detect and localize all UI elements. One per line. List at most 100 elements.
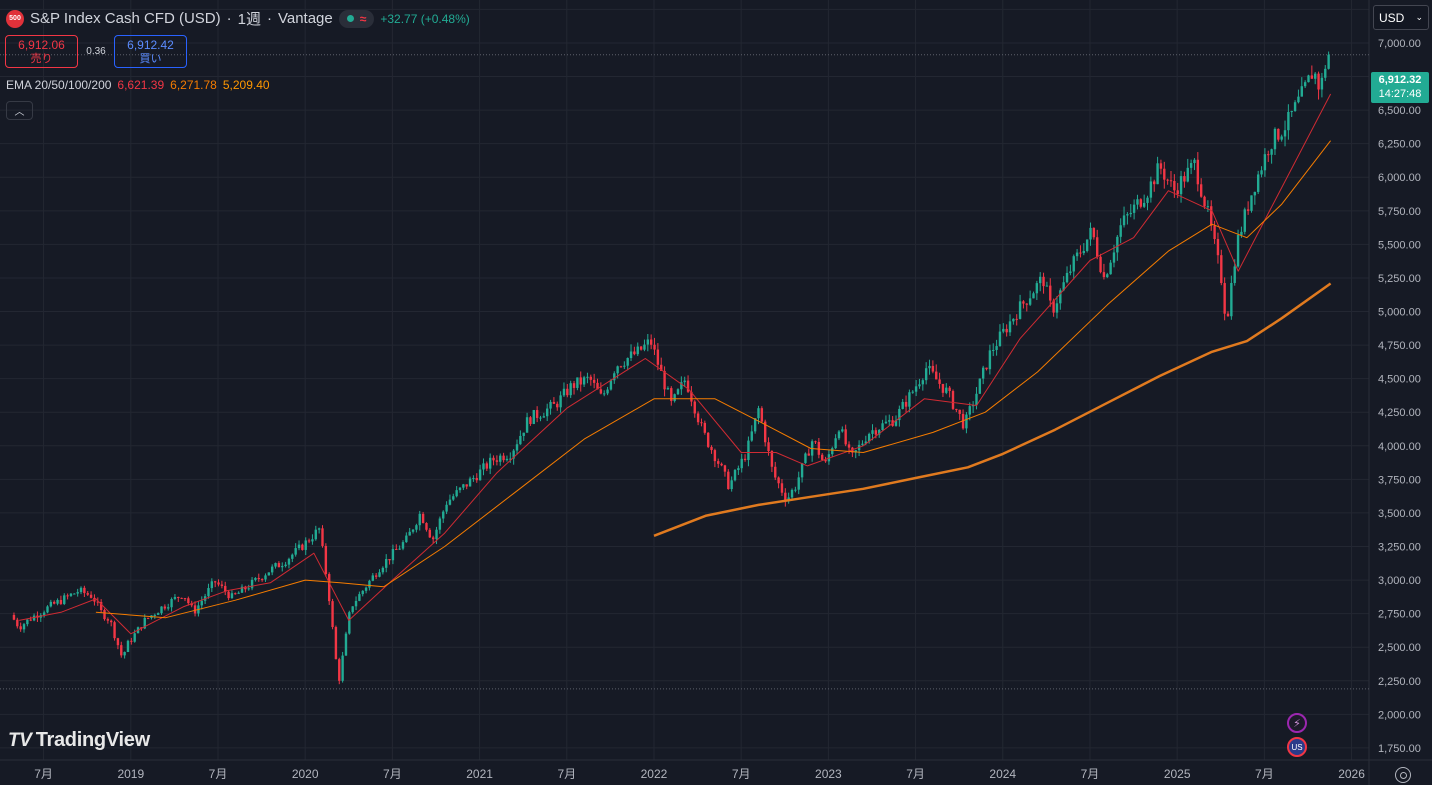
sell-button[interactable]: 6,912.06 売り — [5, 35, 78, 68]
candle-body — [270, 566, 274, 573]
x-tick-label: 7月 — [34, 767, 53, 781]
candle-body — [706, 432, 710, 447]
market-open-dot-icon — [346, 15, 354, 22]
candle-body — [800, 463, 804, 478]
candle-body — [177, 597, 180, 599]
tradingview-brand: TradingView — [35, 729, 150, 751]
candle-body — [63, 595, 66, 604]
candle-body — [904, 401, 908, 407]
candle-body — [1079, 252, 1082, 254]
broker-label[interactable]: Vantage — [277, 10, 333, 27]
candle-body — [163, 606, 167, 609]
candle-body — [1055, 303, 1059, 313]
us-flag-icon[interactable]: US — [1287, 737, 1307, 757]
currency-select[interactable]: USD ⌄ — [1373, 5, 1429, 30]
collapse-legend-button[interactable]: ︿ — [6, 101, 33, 120]
candle-body — [683, 380, 686, 383]
y-tick-label: 6,250.00 — [1378, 139, 1421, 151]
candle-body — [1324, 68, 1327, 78]
candle-body — [378, 572, 381, 577]
y-tick-label: 5,750.00 — [1378, 206, 1421, 218]
candle-body — [324, 545, 328, 575]
candle-body — [311, 539, 314, 542]
candle-body — [334, 627, 338, 660]
spread-value: 0.36 — [86, 46, 106, 57]
candle-body — [552, 401, 556, 404]
x-tick-label: 7月 — [1081, 767, 1100, 781]
candle-body — [1297, 96, 1300, 103]
candle-body — [841, 429, 844, 432]
candle-body — [794, 489, 797, 491]
candle-body — [224, 585, 227, 592]
candle-body — [1072, 256, 1075, 272]
candle-body — [884, 421, 888, 424]
candle-body — [539, 417, 542, 419]
symbol-header: 500 S&P Index Cash CFD (USD) · 1週 · Vant… — [6, 8, 470, 29]
candle-body — [1096, 237, 1099, 257]
candle-body — [116, 638, 120, 646]
candle-body — [49, 601, 53, 607]
candle-body — [1156, 163, 1159, 185]
currency-value: USD — [1379, 10, 1405, 25]
candle-body — [1183, 176, 1186, 182]
candle-body — [1089, 227, 1092, 240]
candle-body — [609, 380, 613, 390]
candle-body — [1260, 170, 1263, 175]
candle-body — [515, 444, 519, 451]
y-tick-label: 1,750.00 — [1378, 743, 1421, 755]
x-tick-label: 7月 — [557, 767, 576, 781]
candle-body — [284, 564, 287, 567]
candle-body — [757, 408, 760, 419]
settings-icon[interactable] — [1395, 767, 1411, 783]
x-tick-label: 2023 — [815, 767, 842, 781]
candle-body — [472, 477, 475, 479]
candle-body — [955, 408, 958, 410]
candle-body — [1142, 202, 1146, 207]
event-bolt-icon[interactable]: ⚡ — [1287, 713, 1307, 733]
candle-body — [680, 382, 683, 390]
candle-body — [1092, 227, 1096, 238]
candle-body — [666, 388, 670, 390]
candle-body — [505, 458, 509, 461]
candle-body — [247, 588, 250, 590]
candle-body — [398, 548, 401, 550]
candle-body — [733, 470, 737, 481]
candle-body — [1307, 75, 1310, 83]
candle-body — [1062, 282, 1065, 291]
candle-body — [985, 367, 988, 370]
candle-body — [924, 368, 928, 381]
candle-body — [914, 386, 918, 392]
candle-body — [549, 401, 552, 409]
interval-label[interactable]: 1週 — [237, 11, 261, 28]
candle-body — [354, 600, 358, 607]
tradingview-logo[interactable]: TV TradingView — [8, 729, 150, 752]
candle-body — [462, 484, 465, 488]
candle-body — [1166, 179, 1169, 181]
candle-body — [1310, 75, 1314, 79]
ema-legend[interactable]: EMA 20/50/100/200 6,621.39 6,271.78 5,20… — [6, 78, 270, 92]
candle-body — [160, 606, 163, 614]
candle-body — [763, 421, 767, 443]
candle-body — [1277, 128, 1280, 140]
x-tick-label: 7月 — [906, 767, 925, 781]
candle-body — [784, 492, 787, 502]
candle-body — [690, 391, 693, 402]
candle-body — [780, 483, 784, 493]
candle-body — [1109, 262, 1112, 275]
market-status-pill[interactable]: ≈ — [338, 9, 375, 28]
bar-countdown: 14:27:48 — [1378, 88, 1422, 100]
candle-body — [935, 371, 938, 380]
candle-body — [126, 640, 130, 652]
candle-body — [391, 549, 395, 561]
candle-body — [663, 370, 666, 390]
buy-button[interactable]: 6,912.42 買い — [114, 35, 187, 68]
candle-body — [636, 346, 639, 355]
candle-body — [395, 549, 398, 551]
candle-body — [361, 590, 364, 595]
symbol-title[interactable]: S&P Index Cash CFD (USD) — [30, 10, 221, 27]
ema50-line — [95, 140, 1331, 619]
candle-body — [1243, 209, 1246, 232]
candle-body — [1317, 73, 1320, 90]
candle-body — [167, 607, 170, 609]
